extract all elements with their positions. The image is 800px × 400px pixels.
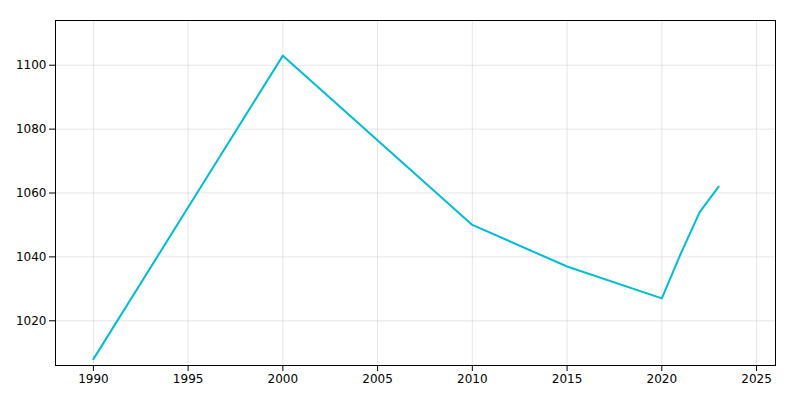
svg-text:2020: 2020 (647, 372, 678, 386)
svg-text:1100: 1100 (16, 58, 47, 72)
svg-text:1080: 1080 (16, 122, 47, 136)
svg-text:2010: 2010 (457, 372, 488, 386)
svg-text:1060: 1060 (16, 186, 47, 200)
svg-text:2000: 2000 (268, 372, 299, 386)
svg-text:1990: 1990 (78, 372, 109, 386)
svg-text:2005: 2005 (362, 372, 393, 386)
svg-text:2025: 2025 (741, 372, 772, 386)
svg-text:1995: 1995 (173, 372, 204, 386)
svg-text:1040: 1040 (16, 250, 47, 264)
svg-text:1020: 1020 (16, 314, 47, 328)
svg-text:2015: 2015 (552, 372, 583, 386)
